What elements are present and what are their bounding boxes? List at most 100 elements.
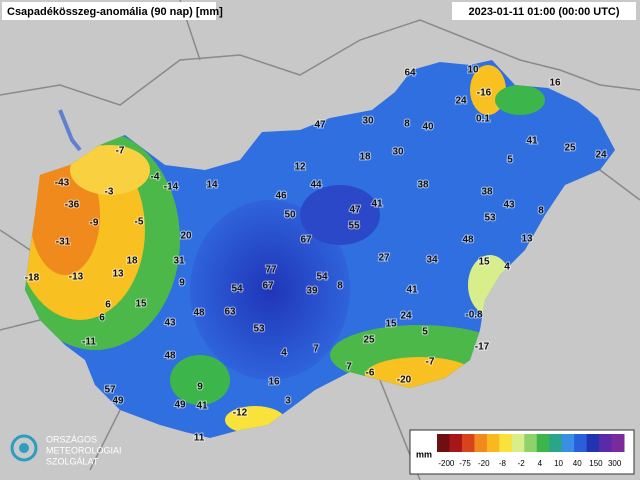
logo-text: SZOLGÁLAT — [46, 456, 99, 466]
station-value: 27 — [378, 253, 390, 264]
title-box — [2, 2, 216, 20]
legend-swatch — [449, 434, 463, 452]
station-value: 24 — [400, 311, 412, 322]
station-value: 24 — [455, 96, 467, 107]
legend-swatch — [574, 434, 588, 452]
station-value: 43 — [503, 200, 515, 211]
legend-tick-label: -8 — [499, 459, 507, 468]
station-value: -5 — [135, 217, 144, 228]
legend-tick-label: 300 — [608, 459, 622, 468]
station-value: -6 — [366, 368, 375, 379]
legend-tick-label: 10 — [554, 459, 563, 468]
logo-icon — [19, 443, 29, 453]
station-value: -14 — [164, 182, 179, 193]
station-value: 53 — [484, 213, 496, 224]
station-value: -17 — [475, 342, 490, 353]
legend-bar: -200 -75 -20 -8 -2 4 10 40 150 300 — [437, 434, 625, 468]
station-value: -7 — [116, 146, 125, 157]
station-value: -18 — [25, 273, 40, 284]
legend-tick-label: -20 — [478, 459, 490, 468]
station-value: 41 — [406, 285, 418, 296]
station-value: 8 — [404, 119, 410, 130]
station-value: 15 — [135, 299, 147, 310]
station-value: 4 — [281, 348, 287, 359]
station-value: 3 — [285, 396, 291, 407]
station-value: -16 — [477, 88, 492, 99]
logo-text: METEOROLÓGIAI — [46, 445, 122, 455]
station-value: 67 — [300, 235, 312, 246]
station-value: 49 — [112, 396, 124, 407]
station-value: 14 — [206, 180, 218, 191]
legend-swatch — [611, 434, 625, 452]
station-value: 9 — [197, 382, 203, 393]
station-value: 6 — [99, 313, 105, 324]
station-value: 16 — [268, 377, 280, 388]
station-value: 34 — [426, 255, 438, 266]
station-value: 49 — [174, 400, 186, 411]
station-value: 48 — [193, 308, 205, 319]
station-value: -11 — [82, 337, 96, 348]
logo: ORSZÁGOS METEOROLÓGIAI SZOLGÁLAT — [10, 434, 122, 466]
station-value: 31 — [173, 256, 185, 267]
station-value: 41 — [196, 401, 208, 412]
logo-text: ORSZÁGOS — [46, 434, 97, 444]
station-value: 30 — [362, 116, 374, 127]
lake — [58, 109, 82, 152]
station-value: -43 — [55, 178, 70, 189]
station-value: 50 — [284, 210, 296, 221]
station-value: -31 — [56, 237, 71, 248]
station-value: 15 — [385, 319, 397, 330]
legend-swatch — [561, 434, 575, 452]
station-value: 13 — [112, 269, 124, 280]
time-box — [452, 2, 636, 20]
station-value: 53 — [253, 324, 265, 335]
station-value: 4 — [504, 262, 510, 273]
legend-tick-label: -2 — [518, 459, 526, 468]
station-value: 20 — [180, 231, 192, 242]
station-value: 18 — [126, 256, 138, 267]
station-value: 25 — [363, 335, 375, 346]
station-value: 64 — [404, 68, 416, 79]
station-value: 18 — [359, 152, 371, 163]
station-value: 41 — [526, 136, 538, 147]
station-value: 44 — [310, 180, 322, 191]
station-value: 48 — [164, 351, 176, 362]
station-value: -12 — [233, 408, 248, 419]
station-value: 13 — [521, 234, 533, 245]
legend-swatch — [549, 434, 563, 452]
station-value: 46 — [275, 191, 287, 202]
station-value: 54 — [316, 272, 328, 283]
legend-swatch — [474, 434, 488, 452]
station-value: 15 — [478, 257, 490, 268]
station-value: 47 — [314, 120, 326, 131]
legend-tick-label: 4 — [538, 459, 543, 468]
station-value: 0.1 — [476, 114, 490, 125]
legend-swatch — [499, 434, 513, 452]
legend-swatch — [524, 434, 538, 452]
station-value: 6 — [105, 300, 111, 311]
station-value: -20 — [397, 375, 412, 386]
station-value: 10 — [467, 65, 479, 76]
station-value: 25 — [564, 143, 576, 154]
station-value: -3 — [105, 187, 114, 198]
legend-swatch — [461, 434, 475, 452]
station-value: -36 — [65, 200, 80, 211]
station-value: -9 — [90, 218, 99, 229]
station-value: 40 — [422, 122, 434, 133]
legend-tick-label: 150 — [589, 459, 603, 468]
station-value: -7 — [426, 357, 435, 368]
legend-swatch — [536, 434, 550, 452]
title: Csapadékösszeg-anomália (90 nap) [mm] — [7, 6, 223, 18]
station-value: 7 — [346, 362, 352, 373]
station-value: 24 — [595, 150, 607, 161]
station-value: 30 — [392, 147, 404, 158]
station-value: 67 — [262, 281, 274, 292]
logo-icon — [10, 434, 38, 462]
station-value: 38 — [481, 187, 493, 198]
legend-tick-label: 40 — [573, 459, 582, 468]
legend-swatch — [486, 434, 500, 452]
station-value: 48 — [462, 235, 474, 246]
station-value: 55 — [348, 221, 360, 232]
